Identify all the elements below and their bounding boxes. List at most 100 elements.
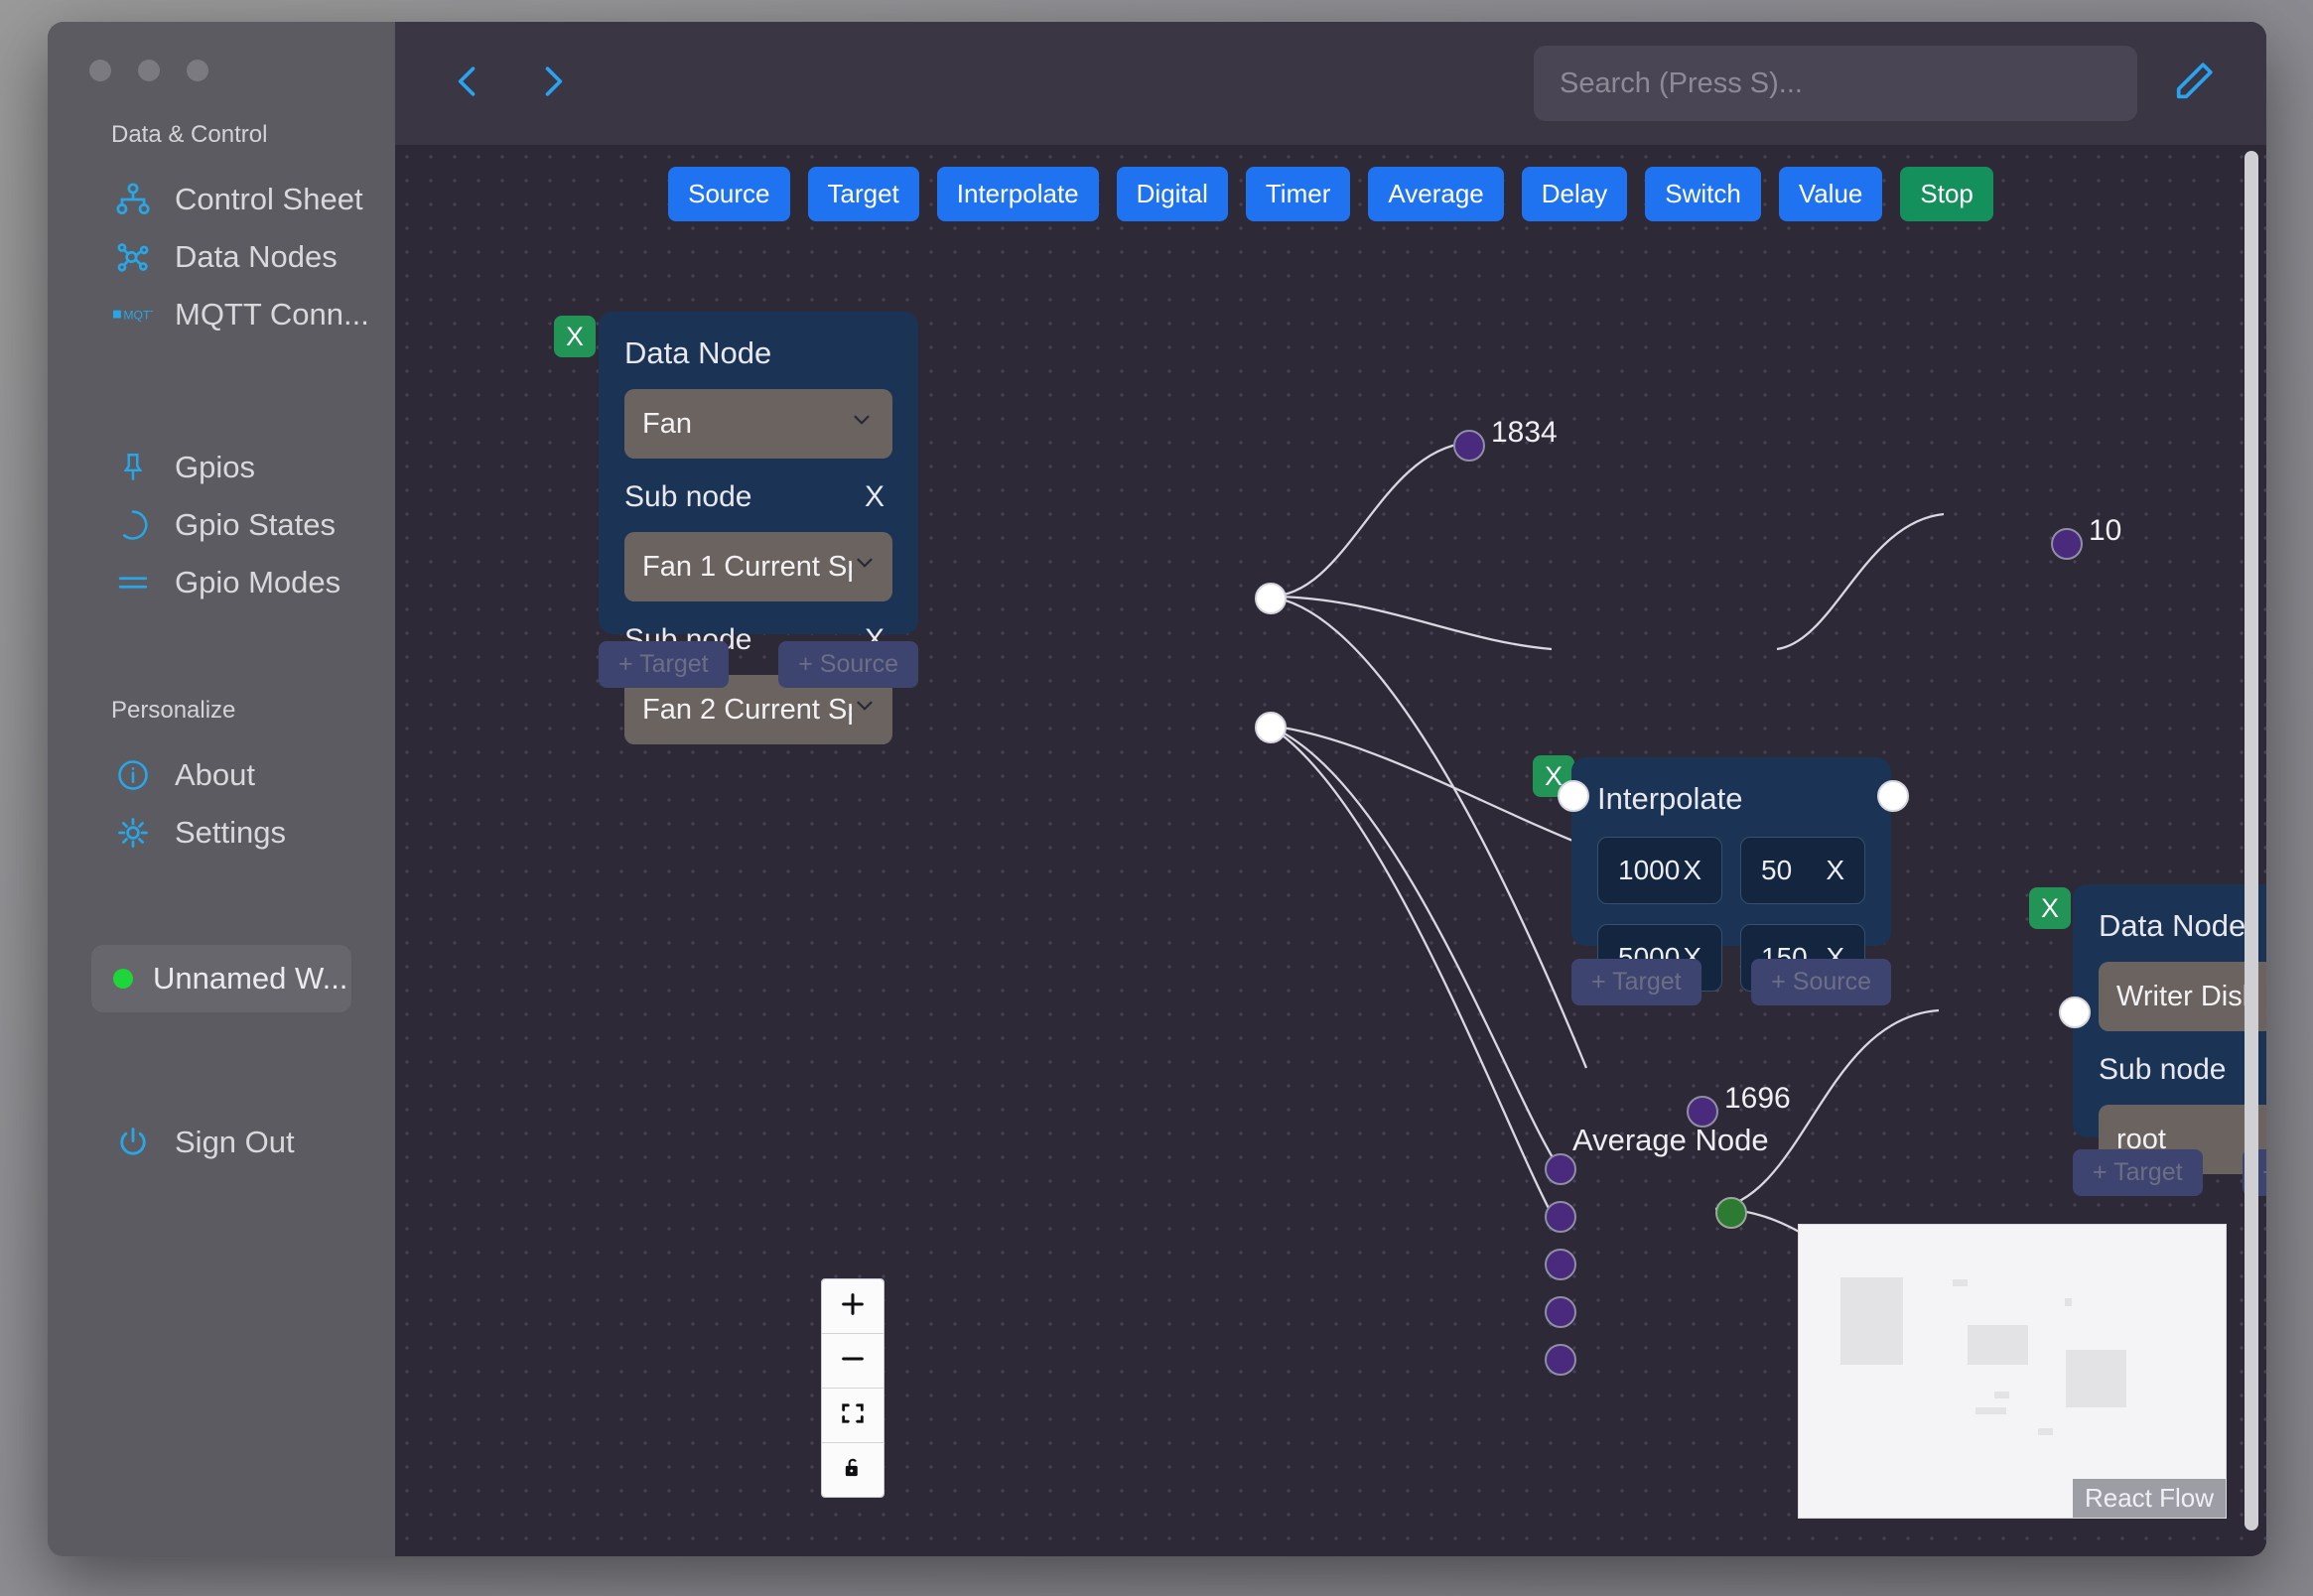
add-source-button[interactable]: + Source [1751,959,1891,1005]
forward-button[interactable] [522,53,584,114]
sidebar-item-label: MQTT Conn... [175,297,369,332]
palette-button-average[interactable]: Average [1368,167,1504,221]
source-handle-fan-2[interactable] [1255,712,1287,743]
sub-node-select-2[interactable]: Fan 2 Current Spe [624,675,892,744]
clear-field-button[interactable]: X [1683,855,1701,885]
sidebar-item-mqtt-connections[interactable]: MQTT MQTT Conn... [48,286,395,343]
palette-button-value[interactable]: Value [1778,167,1883,221]
palette-button-stop[interactable]: Stop [1900,167,1993,221]
sidebar-item-label: Gpio States [175,507,336,542]
pin-icon [113,448,153,487]
app-window: Data & Control Control Sheet Data [48,22,2266,1556]
sub-node-label: Sub node [2099,1053,2227,1086]
sub-node-select-1[interactable]: Fan 1 Current Spe [624,532,892,601]
minimap-node [2066,1350,2126,1407]
average-input-handle-4[interactable] [1545,1296,1576,1328]
remove-sub-node-button[interactable]: X [864,480,884,513]
interpolate-input-out-min[interactable]: 50 X [1740,837,1865,904]
minimap-node [1975,1407,2006,1414]
lines-icon [113,563,153,602]
back-button[interactable] [437,53,498,114]
clear-field-button[interactable]: X [1826,855,1844,885]
edge-endpoint-1834[interactable] [1453,430,1485,462]
sidebar-item-data-nodes[interactable]: Data Nodes [48,228,395,286]
lock-button[interactable] [822,1443,884,1497]
edge-label-10: 10 [2089,514,2122,547]
average-input-handle-1[interactable] [1545,1153,1576,1185]
fit-view-button[interactable] [822,1389,884,1443]
source-select-fan[interactable]: Fan [624,389,892,459]
node-title: Data Node [2099,908,2246,943]
close-button[interactable] [89,60,111,81]
maximize-button[interactable] [187,60,208,81]
mqtt-icon: MQTT [113,295,153,334]
target-handle-interpolate[interactable] [1558,780,1589,812]
sidebar: Data & Control Control Sheet Data [48,22,395,1556]
sidebar-section-data-control: Data & Control [111,121,268,148]
node-average-title: Average Node [1572,1123,1769,1157]
source-select-writer[interactable]: Writer Disk [2099,962,2266,1031]
sub-node-select-value: Fan 1 Current Spe [642,550,852,583]
status-dot-online [113,969,133,989]
add-target-button[interactable]: + Target [1571,959,1701,1005]
zoom-in-button[interactable] [822,1279,884,1334]
edge-endpoint-1696[interactable] [1687,1096,1718,1128]
source-handle-interpolate[interactable] [1877,780,1909,812]
react-flow-attribution[interactable]: React Flow [2072,1479,2226,1518]
edge-label-1834: 1834 [1491,416,1558,449]
average-input-handle-2[interactable] [1545,1201,1576,1233]
info-icon [113,755,153,795]
add-target-button[interactable]: + Target [2073,1149,2203,1196]
target-handle-writer[interactable] [2059,997,2091,1028]
sidebar-item-sign-out[interactable]: Sign Out [48,1114,395,1171]
average-output-handle[interactable] [1715,1197,1747,1229]
zoom-controls [822,1279,884,1497]
flow-canvas[interactable]: Source Target Interpolate Digital Timer … [395,145,2266,1556]
sidebar-group-data: Control Sheet Data Nodes MQTT MQTT [48,171,395,343]
zoom-out-button[interactable] [822,1334,884,1389]
minimize-button[interactable] [138,60,160,81]
sidebar-item-workspace[interactable]: Unnamed W... [91,945,351,1012]
top-toolbar [395,22,2266,145]
edit-button[interactable] [2163,53,2225,114]
average-input-handle-5[interactable] [1545,1344,1576,1376]
delete-node-badge-writer[interactable]: X [2029,887,2071,929]
workspace-label: Unnamed W... [153,961,348,996]
palette-button-timer[interactable]: Timer [1245,167,1351,221]
delete-node-badge-fan[interactable]: X [554,316,596,357]
node-data-node-fan[interactable]: Data Node Fan Sub node X Fan 1 Current S… [599,312,918,744]
minimap[interactable]: React Flow [1798,1224,2227,1519]
sidebar-item-gpios[interactable]: Gpios [48,439,395,496]
edge-endpoint-10[interactable] [2051,528,2083,560]
circle-dashed-icon [113,505,153,545]
minimap-node [1840,1277,1903,1365]
palette-button-digital[interactable]: Digital [1116,167,1228,221]
field-value: 50 [1761,855,1793,885]
sidebar-group-gpio: Gpios Gpio States Gpio Modes [48,439,395,611]
gear-icon [113,813,153,853]
add-source-button[interactable]: + Source [778,641,918,688]
interpolate-input-in-min[interactable]: 1000 X [1597,837,1722,904]
search-box[interactable] [1534,46,2137,121]
sidebar-item-gpio-states[interactable]: Gpio States [48,496,395,554]
palette-button-source[interactable]: Source [668,167,790,221]
node-title: Data Node [624,335,772,370]
average-input-handle-3[interactable] [1545,1249,1576,1280]
node-data-node-writer[interactable]: Data Node Writer Disk Sub node X root [2073,884,2266,1174]
palette-button-switch[interactable]: Switch [1645,167,1761,221]
chevron-down-icon [852,550,875,584]
palette-button-target[interactable]: Target [807,167,919,221]
canvas-scrollbar[interactable] [2245,151,2258,1530]
sidebar-item-gpio-modes[interactable]: Gpio Modes [48,554,395,611]
palette-button-interpolate[interactable]: Interpolate [936,167,1099,221]
source-handle-fan-1[interactable] [1255,583,1287,614]
sidebar-item-label: Control Sheet [175,182,363,216]
add-target-button[interactable]: + Target [599,641,729,688]
node-interpolate[interactable]: Interpolate 1000 X 50 X 5000 X [1571,757,1891,992]
sidebar-item-settings[interactable]: Settings [48,804,395,862]
search-input[interactable] [1558,66,2113,101]
sidebar-item-control-sheet[interactable]: Control Sheet [48,171,395,228]
sidebar-item-about[interactable]: About [48,746,395,804]
palette-button-delay[interactable]: Delay [1521,167,1628,221]
pencil-icon [2171,59,2217,109]
